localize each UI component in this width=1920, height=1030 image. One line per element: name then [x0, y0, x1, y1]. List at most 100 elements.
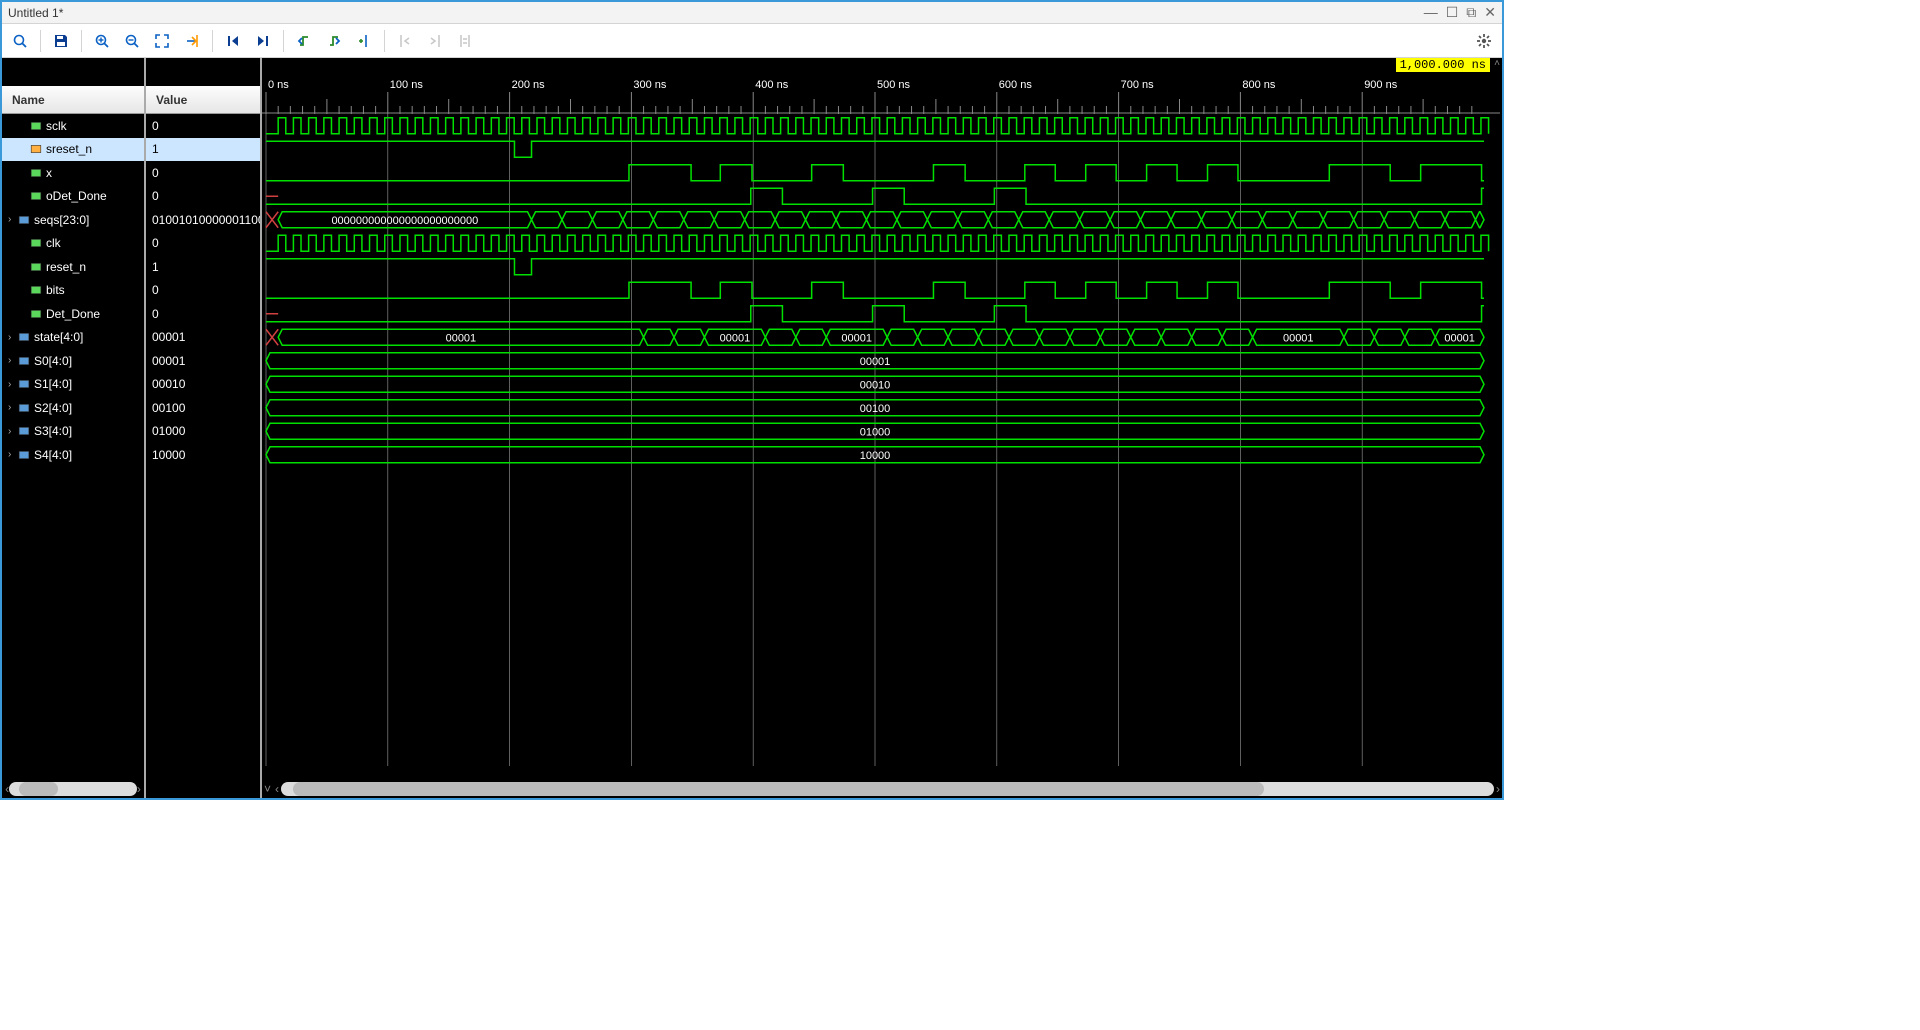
signal-value-row[interactable]: 0: [146, 232, 260, 256]
signal-value-row[interactable]: 0: [146, 302, 260, 326]
svg-text:01000: 01000: [860, 426, 891, 438]
signal-name-label: sreset_n: [46, 142, 92, 156]
svg-text:00001: 00001: [860, 356, 891, 368]
signal-value-row[interactable]: 0: [146, 185, 260, 209]
signal-name-label: S2[4:0]: [34, 401, 72, 415]
prev-transition-button[interactable]: [290, 28, 318, 54]
signal-value-label: 00100: [152, 401, 185, 415]
signal-names-panel: Name sclk sreset_nx oDet_Done ›seqs[23:0]cl…: [2, 58, 146, 798]
signal-type-icon: [30, 120, 42, 132]
settings-button[interactable]: [1470, 28, 1498, 54]
hscroll-right-caret[interactable]: ›: [1494, 782, 1502, 798]
svg-text:00001: 00001: [720, 332, 751, 344]
zoom-out-button[interactable]: [118, 28, 146, 54]
signal-type-icon: [30, 261, 42, 273]
signal-type-icon: [30, 190, 42, 202]
signal-name-label: S1[4:0]: [34, 377, 72, 391]
signal-value-row[interactable]: 00100: [146, 396, 260, 420]
signal-value-row[interactable]: 01000: [146, 420, 260, 444]
signal-value-row[interactable]: 00001: [146, 349, 260, 373]
signal-type-icon: [18, 214, 30, 226]
signal-type-icon: [18, 378, 30, 390]
signal-value-label: 00001: [152, 330, 185, 344]
signal-name-row[interactable]: reset_n: [2, 255, 144, 279]
signal-value-label: 0: [152, 189, 159, 203]
minimize-button[interactable]: —: [1424, 4, 1438, 21]
signal-type-icon: [30, 284, 42, 296]
signal-name-row[interactable]: oDet_Done: [2, 185, 144, 209]
signal-value-row[interactable]: 0: [146, 114, 260, 138]
goto-start-button[interactable]: [219, 28, 247, 54]
next-transition-button[interactable]: [320, 28, 348, 54]
waveform-viewer-window: Untitled 1* — ☐ ⧉ ✕: [0, 0, 1504, 800]
goto-cursor-button[interactable]: [178, 28, 206, 54]
signal-value-row[interactable]: 00010: [146, 373, 260, 397]
goto-end-button[interactable]: [249, 28, 277, 54]
signal-value-row[interactable]: 1: [146, 255, 260, 279]
window-title: Untitled 1*: [8, 6, 63, 20]
save-button[interactable]: [47, 28, 75, 54]
signal-name-label: oDet_Done: [46, 189, 107, 203]
zoom-fit-button[interactable]: [148, 28, 176, 54]
signal-name-row[interactable]: sreset_n: [2, 138, 144, 162]
signal-value-label: 0: [152, 283, 159, 297]
zoom-in-button[interactable]: [88, 28, 116, 54]
search-button[interactable]: [6, 28, 34, 54]
signal-type-icon: [18, 331, 30, 343]
names-column-header[interactable]: Name: [2, 86, 144, 114]
names-hscroll[interactable]: [9, 782, 137, 796]
svg-text:700 ns: 700 ns: [1121, 79, 1155, 91]
scroll-down-caret[interactable]: ˅: [262, 782, 273, 798]
signal-value-row[interactable]: 00001: [146, 326, 260, 350]
signal-name-row[interactable]: ›S0[4:0]: [2, 349, 144, 373]
signal-name-label: S0[4:0]: [34, 354, 72, 368]
signal-name-row[interactable]: ›state[4:0]: [2, 326, 144, 350]
signal-type-icon: [30, 237, 42, 249]
signal-type-icon: [30, 167, 42, 179]
signal-value-row[interactable]: 010010100000011001: [146, 208, 260, 232]
add-marker-button[interactable]: [350, 28, 378, 54]
signal-type-icon: [18, 402, 30, 414]
signal-type-icon: [30, 308, 42, 320]
signal-name-row[interactable]: ›S3[4:0]: [2, 420, 144, 444]
signal-name-row[interactable]: ›S1[4:0]: [2, 373, 144, 397]
close-button[interactable]: ✕: [1484, 4, 1496, 21]
signal-name-label: seqs[23:0]: [34, 213, 89, 227]
maximize-button[interactable]: ☐: [1446, 4, 1459, 21]
waveform-area[interactable]: 1,000.000 ns ˄ 0 ns100 ns200 ns300 ns400…: [262, 58, 1502, 798]
svg-text:300 ns: 300 ns: [633, 79, 667, 91]
signal-value-row[interactable]: 10000: [146, 443, 260, 467]
signal-name-row[interactable]: sclk: [2, 114, 144, 138]
signal-name-row[interactable]: clk: [2, 232, 144, 256]
signal-value-label: 1: [152, 260, 159, 274]
signal-name-label: S4[4:0]: [34, 448, 72, 462]
signal-value-label: 0: [152, 119, 159, 133]
svg-text:000000000000000000000000: 000000000000000000000000: [331, 215, 478, 227]
signal-name-label: x: [46, 166, 52, 180]
signal-value-row[interactable]: 0: [146, 161, 260, 185]
signal-name-row[interactable]: ›S2[4:0]: [2, 396, 144, 420]
window-controls: — ☐ ⧉ ✕: [1424, 4, 1496, 21]
signal-value-row[interactable]: 0: [146, 279, 260, 303]
signal-name-row[interactable]: x: [2, 161, 144, 185]
signal-value-label: 10000: [152, 448, 185, 462]
wave-hscroll[interactable]: [281, 782, 1494, 796]
signal-value-row[interactable]: 1: [146, 138, 260, 162]
signal-value-label: 0: [152, 307, 159, 321]
scroll-up-caret[interactable]: ˄: [1494, 58, 1500, 69]
svg-text:10000: 10000: [860, 450, 891, 462]
svg-text:800 ns: 800 ns: [1242, 79, 1276, 91]
signal-name-row[interactable]: ›seqs[23:0]: [2, 208, 144, 232]
next-marker-button: [421, 28, 449, 54]
swap-markers-button: [451, 28, 479, 54]
signal-name-row[interactable]: bits: [2, 279, 144, 303]
values-column-header[interactable]: Value: [146, 86, 260, 114]
restore-button[interactable]: ⧉: [1466, 4, 1476, 21]
toolbar: [2, 24, 1502, 58]
signal-value-label: 1: [152, 142, 159, 156]
signal-name-row[interactable]: Det_Done: [2, 302, 144, 326]
svg-text:400 ns: 400 ns: [755, 79, 789, 91]
svg-text:200 ns: 200 ns: [512, 79, 546, 91]
hscroll-left-caret[interactable]: ‹: [273, 782, 281, 798]
signal-name-row[interactable]: ›S4[4:0]: [2, 443, 144, 467]
